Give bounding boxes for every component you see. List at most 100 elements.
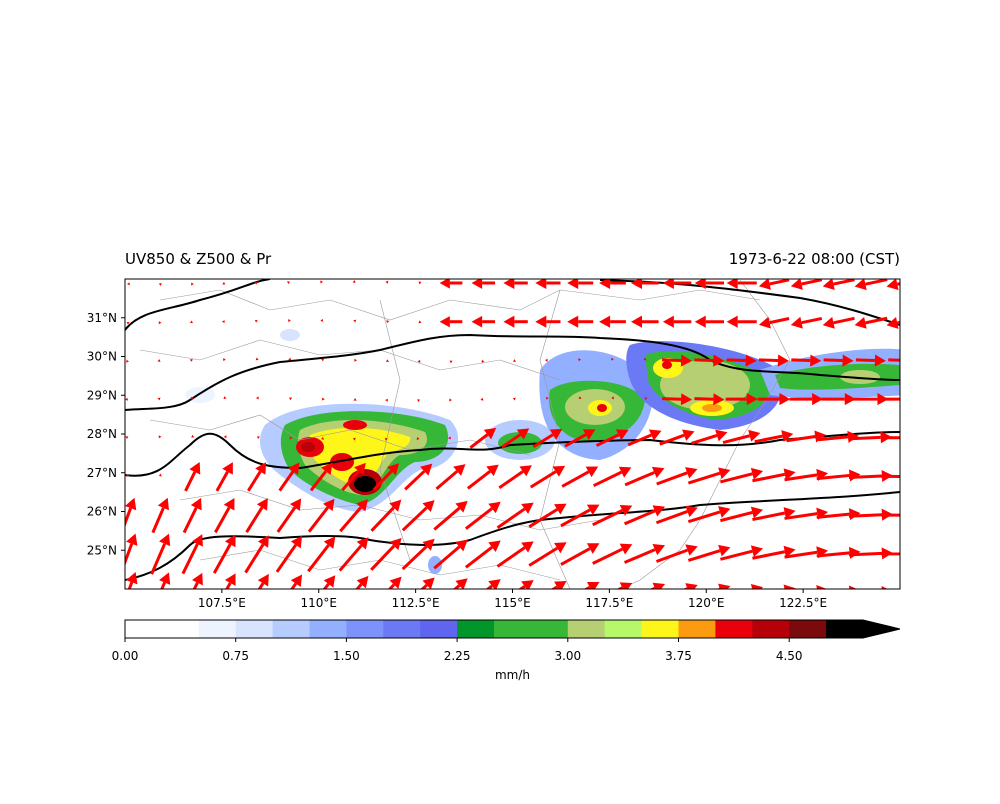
- arrow-head: [855, 278, 867, 290]
- arrow-head: [353, 280, 356, 283]
- arrow-shaft: [183, 583, 198, 613]
- colorbar-swatch: [531, 620, 568, 638]
- y-tick-label: 31°N: [87, 311, 117, 325]
- wind-arrow: [695, 316, 724, 328]
- y-tick-label: 30°N: [87, 350, 117, 364]
- arrow-shaft: [278, 507, 295, 532]
- y-tick-label: 29°N: [87, 388, 117, 402]
- arrow-head: [914, 509, 925, 521]
- arrow-shaft: [662, 360, 681, 361]
- wind-arrow: [881, 548, 925, 560]
- wind-arrow: [214, 535, 235, 573]
- arrow-shaft: [720, 590, 752, 598]
- arrow-head: [157, 398, 160, 401]
- arrow-head: [256, 396, 259, 399]
- arrow-head: [823, 317, 835, 329]
- wind-arrow: [320, 319, 323, 322]
- arrow-shaft: [662, 399, 681, 400]
- arrow-shaft: [723, 436, 750, 443]
- arrow-head: [913, 432, 924, 444]
- arrow-shaft: [824, 360, 843, 361]
- arrow-head: [125, 436, 128, 439]
- wind-arrow: [881, 509, 925, 521]
- arrow-head: [449, 398, 452, 401]
- arrow-head: [849, 586, 861, 598]
- arrow-head: [849, 469, 861, 481]
- arrow-shaft: [308, 545, 328, 571]
- wind-arrow: [277, 575, 302, 611]
- arrow-shaft: [897, 279, 920, 284]
- wind-arrow: [217, 462, 233, 491]
- arrow-shaft: [466, 547, 492, 567]
- x-tick-label: 110°E: [301, 596, 338, 610]
- arrow-head: [417, 399, 420, 402]
- arrow-shaft: [657, 473, 687, 484]
- arrow-shaft: [186, 472, 195, 491]
- arrow-shaft: [498, 548, 525, 567]
- arrow-head: [914, 587, 925, 599]
- arrow-head: [354, 398, 357, 401]
- arrow-head: [191, 283, 194, 286]
- left-title: UV850 & Z500 & Pr: [125, 250, 272, 268]
- arrow-shaft: [656, 589, 687, 600]
- wind-arrow: [882, 432, 924, 444]
- arrow-shaft: [594, 472, 622, 486]
- arrow-shaft: [787, 436, 816, 440]
- wind-arrow: [289, 398, 292, 401]
- wind-arrow: [599, 316, 626, 328]
- arrow-head: [288, 319, 291, 322]
- arrow-head: [718, 545, 730, 557]
- arrow-head: [157, 359, 160, 362]
- arrow-shaft: [561, 549, 590, 565]
- wind-arrow: [159, 321, 162, 324]
- arrow-head: [847, 431, 859, 443]
- arrow-head: [321, 359, 324, 362]
- arrow-shaft: [340, 507, 360, 531]
- arrow-shaft: [849, 515, 882, 517]
- wind-arrow: [881, 587, 925, 599]
- arrow-shaft: [802, 280, 822, 284]
- arrow-head: [718, 467, 730, 479]
- y-tick-label: 27°N: [87, 466, 117, 480]
- arrow-shaft: [593, 510, 623, 524]
- colorbar-tick-label: 3.00: [554, 649, 581, 663]
- wind-arrow: [418, 320, 421, 323]
- arrow-shaft: [152, 582, 165, 612]
- wind-arrow: [531, 466, 565, 487]
- arrow-head: [386, 320, 389, 323]
- arrow-head: [907, 354, 918, 366]
- arrow-head: [320, 280, 323, 283]
- arrow-shaft: [470, 435, 487, 448]
- wind-arrow: [127, 282, 130, 285]
- colorbar-swatch: [642, 620, 679, 638]
- wind-arrow: [449, 398, 452, 401]
- wind-arrow: [403, 500, 435, 530]
- wind-arrow: [157, 398, 160, 401]
- wind-arrow: [466, 502, 501, 529]
- arrow-head: [223, 396, 226, 399]
- colorbar-tick-label: 0.75: [222, 649, 249, 663]
- arrow-head: [567, 316, 578, 328]
- wind-arrow: [468, 465, 499, 489]
- wind-arrow: [434, 501, 467, 530]
- wind-arrow: [887, 317, 920, 329]
- wind-arrow: [256, 396, 259, 399]
- colorbar-swatch: [199, 620, 236, 638]
- arrow-shaft: [727, 360, 746, 361]
- arrow-head: [849, 508, 861, 520]
- arrow-shaft: [625, 472, 654, 484]
- colorbar-tick-label: 3.75: [665, 649, 692, 663]
- arrow-shaft: [625, 550, 655, 563]
- arrow-shaft: [248, 472, 260, 491]
- arrow-head: [255, 320, 258, 323]
- arrow-head: [914, 548, 925, 560]
- arrow-shaft: [531, 472, 556, 488]
- arrow-head: [320, 319, 323, 322]
- arrow-shaft: [340, 584, 362, 609]
- wind-arrow: [353, 320, 356, 323]
- wind-arrow: [354, 359, 357, 362]
- arrow-head: [784, 584, 796, 596]
- wind-arrow: [759, 278, 789, 290]
